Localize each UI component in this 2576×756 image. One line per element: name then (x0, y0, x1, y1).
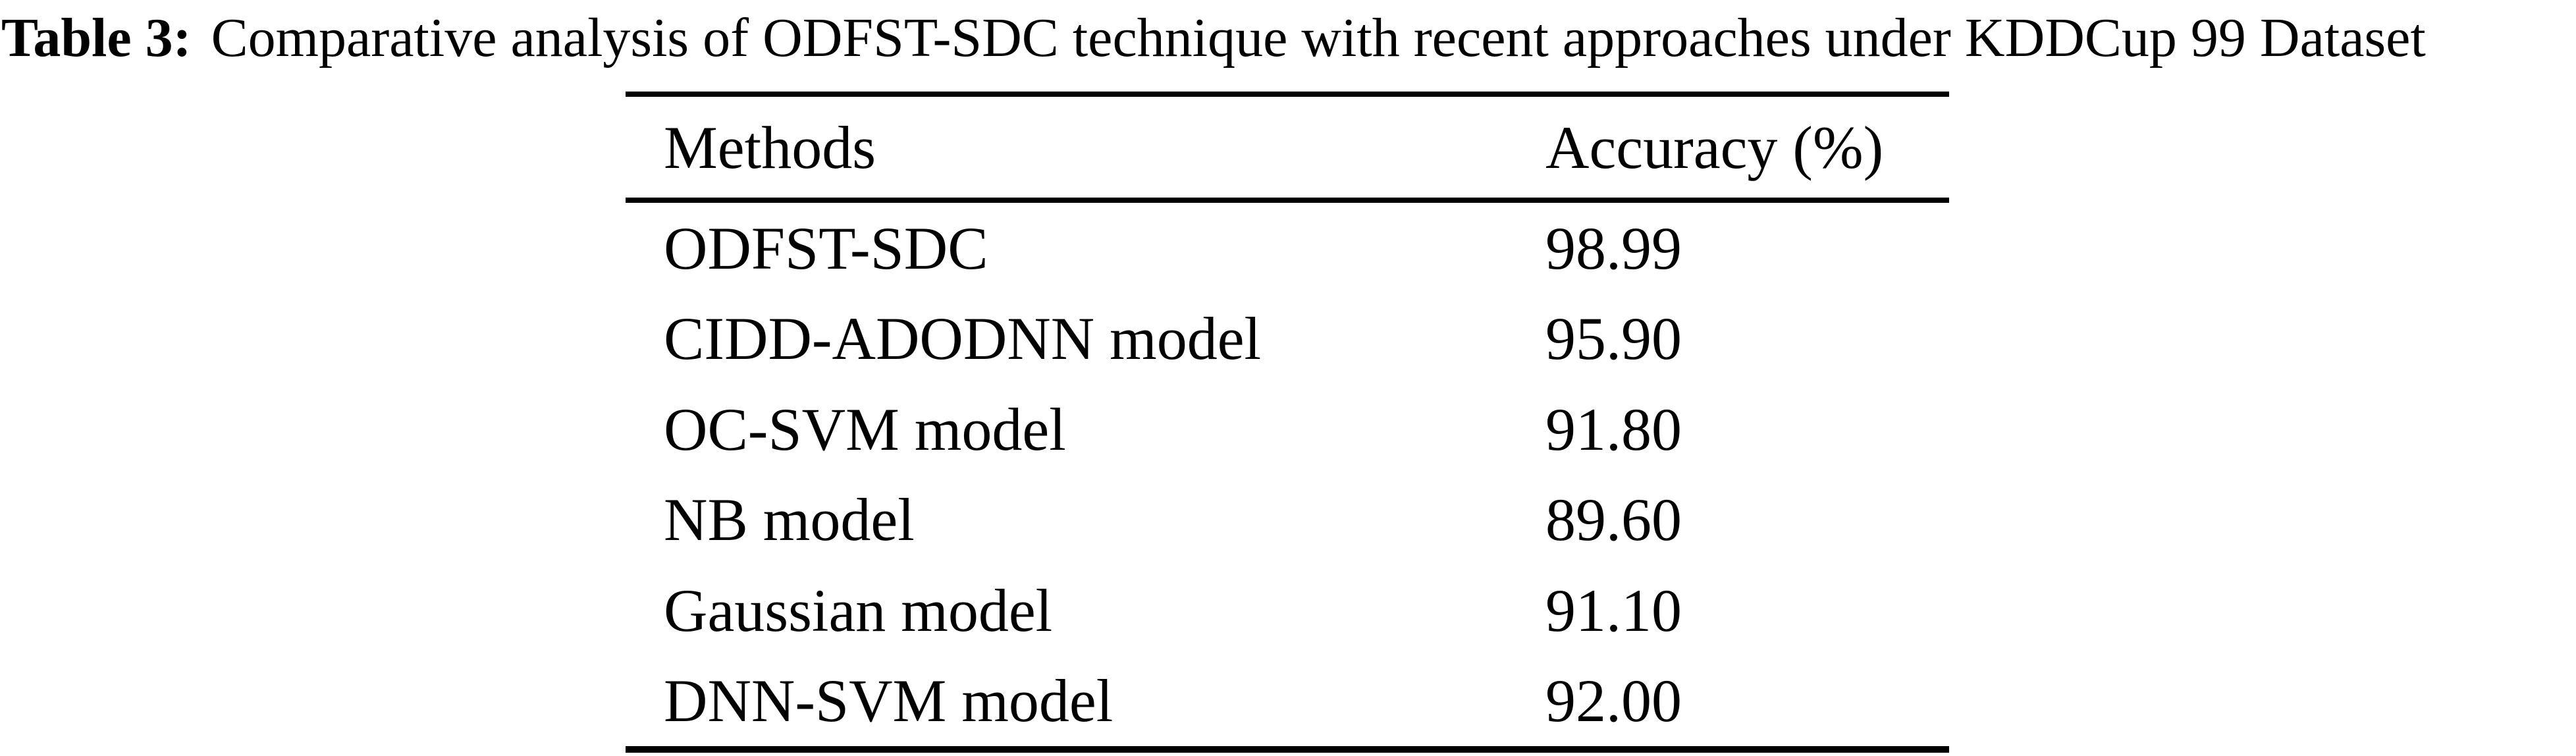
accuracy-cell: 91.80 (1545, 395, 1682, 463)
method-cell: Gaussian model (664, 576, 1053, 644)
accuracy-cell: 95.90 (1545, 305, 1682, 373)
table-row: CIDD-ADODNN model 95.90 (626, 294, 1949, 385)
accuracy-cell: 98.99 (1545, 214, 1682, 282)
table-row: ODFST-SDC 98.99 (626, 203, 1949, 294)
table-row: NB model 89.60 (626, 475, 1949, 566)
table-row: DNN-SVM model 92.00 (626, 656, 1949, 747)
table-row: Gaussian model 91.10 (626, 565, 1949, 656)
comparison-table: Methods Accuracy (%) ODFST-SDC 98.99 CID… (626, 92, 1949, 753)
accuracy-cell: 92.00 (1545, 667, 1682, 735)
method-cell: CIDD-ADODNN model (664, 305, 1262, 373)
method-cell: NB model (664, 486, 915, 554)
method-cell: OC-SVM model (664, 395, 1066, 463)
col-header-methods: Methods (664, 113, 876, 181)
table-header-row: Methods Accuracy (%) (626, 97, 1949, 203)
accuracy-cell: 89.60 (1545, 486, 1682, 554)
accuracy-cell: 91.10 (1545, 576, 1682, 644)
table-body: ODFST-SDC 98.99 CIDD-ADODNN model 95.90 … (626, 203, 1949, 746)
caption-label: Table 3: (1, 7, 192, 68)
method-cell: DNN-SVM model (664, 667, 1114, 735)
table-caption: Table 3: Comparative analysis of ODFST-SD… (1, 3, 2575, 74)
table-row: OC-SVM model 91.80 (626, 384, 1949, 475)
col-header-accuracy: Accuracy (%) (1545, 113, 1884, 181)
caption-text: Comparative analysis of ODFST-SDC techni… (211, 7, 2426, 68)
method-cell: ODFST-SDC (664, 214, 988, 282)
